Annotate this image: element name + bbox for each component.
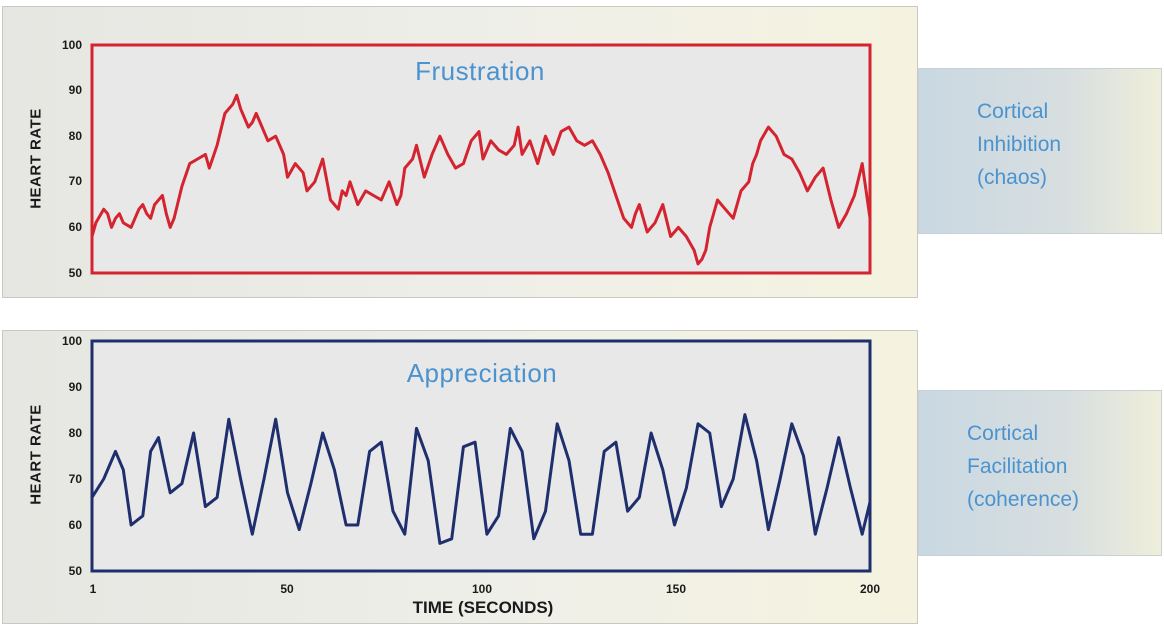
appreciation-title: Appreciation xyxy=(406,358,558,388)
bottom-y-tick: 100 xyxy=(61,334,82,348)
x-tick: 50 xyxy=(280,582,294,596)
side-line: Facilitation xyxy=(967,455,1068,478)
bottom-y-tick: 60 xyxy=(68,518,82,532)
side-text: Cortical Inhibition (chaos) xyxy=(977,95,1061,194)
bottom-y-tick: 50 xyxy=(68,564,82,578)
side-line: (chaos) xyxy=(977,166,1048,189)
appreciation-plot-frame xyxy=(90,339,872,573)
bottom-y-tick: 70 xyxy=(68,472,82,486)
x-tick: 100 xyxy=(471,582,493,596)
side-line: Inhibition xyxy=(977,133,1062,156)
side-line: Cortical xyxy=(977,100,1049,123)
side-line: (coherence) xyxy=(967,488,1080,511)
x-tick: 200 xyxy=(859,582,881,596)
x-tick: 150 xyxy=(665,582,687,596)
top-y-tick: 70 xyxy=(68,174,82,188)
bottom-y-tick: 90 xyxy=(68,380,82,394)
side-box-inhibition: Cortical Inhibition (chaos) xyxy=(918,68,1162,234)
frustration-plot-frame xyxy=(90,43,872,275)
top-y-tick: 50 xyxy=(68,266,82,280)
top-y-tick: 60 xyxy=(68,220,82,234)
appreciation-heart-rate-line xyxy=(90,413,872,545)
top-y-tick: 90 xyxy=(68,83,82,97)
x-axis-label: TIME (SECONDS) xyxy=(412,598,554,617)
bottom-y-tick: 80 xyxy=(68,426,82,440)
side-box-facilitation: Cortical Facilitation (coherence) xyxy=(918,390,1162,556)
frustration-title: Frustration xyxy=(415,56,545,86)
side-line: Cortical xyxy=(967,422,1039,445)
top-y-tick: 80 xyxy=(68,129,82,143)
top-y-tick: 100 xyxy=(61,38,82,52)
side-text: Cortical Facilitation (coherence) xyxy=(967,417,1079,516)
frustration-heart-rate-line xyxy=(90,93,872,266)
x-tick: 1 xyxy=(89,582,97,596)
